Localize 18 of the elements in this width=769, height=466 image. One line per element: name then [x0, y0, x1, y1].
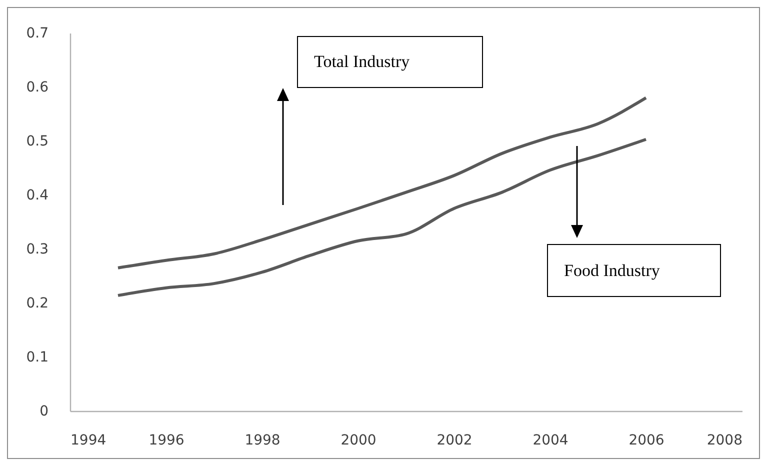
x-tick-label: 2004	[532, 432, 568, 448]
x-tick-label: 2000	[340, 432, 376, 448]
x-tick-label: 2008	[706, 432, 742, 448]
annotation: Food Industry	[547, 244, 721, 297]
x-tick-label: 1994	[70, 432, 106, 448]
y-tick-label: 0.5	[26, 134, 48, 150]
y-tick-label: 0.1	[26, 350, 48, 366]
y-tick-label: 0.6	[26, 80, 49, 96]
y-tick-label: 0.2	[26, 296, 48, 312]
x-tick-label: 1996	[148, 432, 184, 448]
x-tick-label: 1998	[244, 432, 280, 448]
x-tick-label: 2002	[436, 432, 472, 448]
y-tick-label: 0	[40, 404, 48, 420]
y-tick-label: 0.7	[26, 26, 48, 42]
y-tick-label: 0.4	[26, 188, 49, 204]
annotation: Total Industry	[297, 36, 483, 88]
x-tick-label: 2006	[628, 432, 664, 448]
y-tick-label: 0.3	[26, 242, 48, 258]
